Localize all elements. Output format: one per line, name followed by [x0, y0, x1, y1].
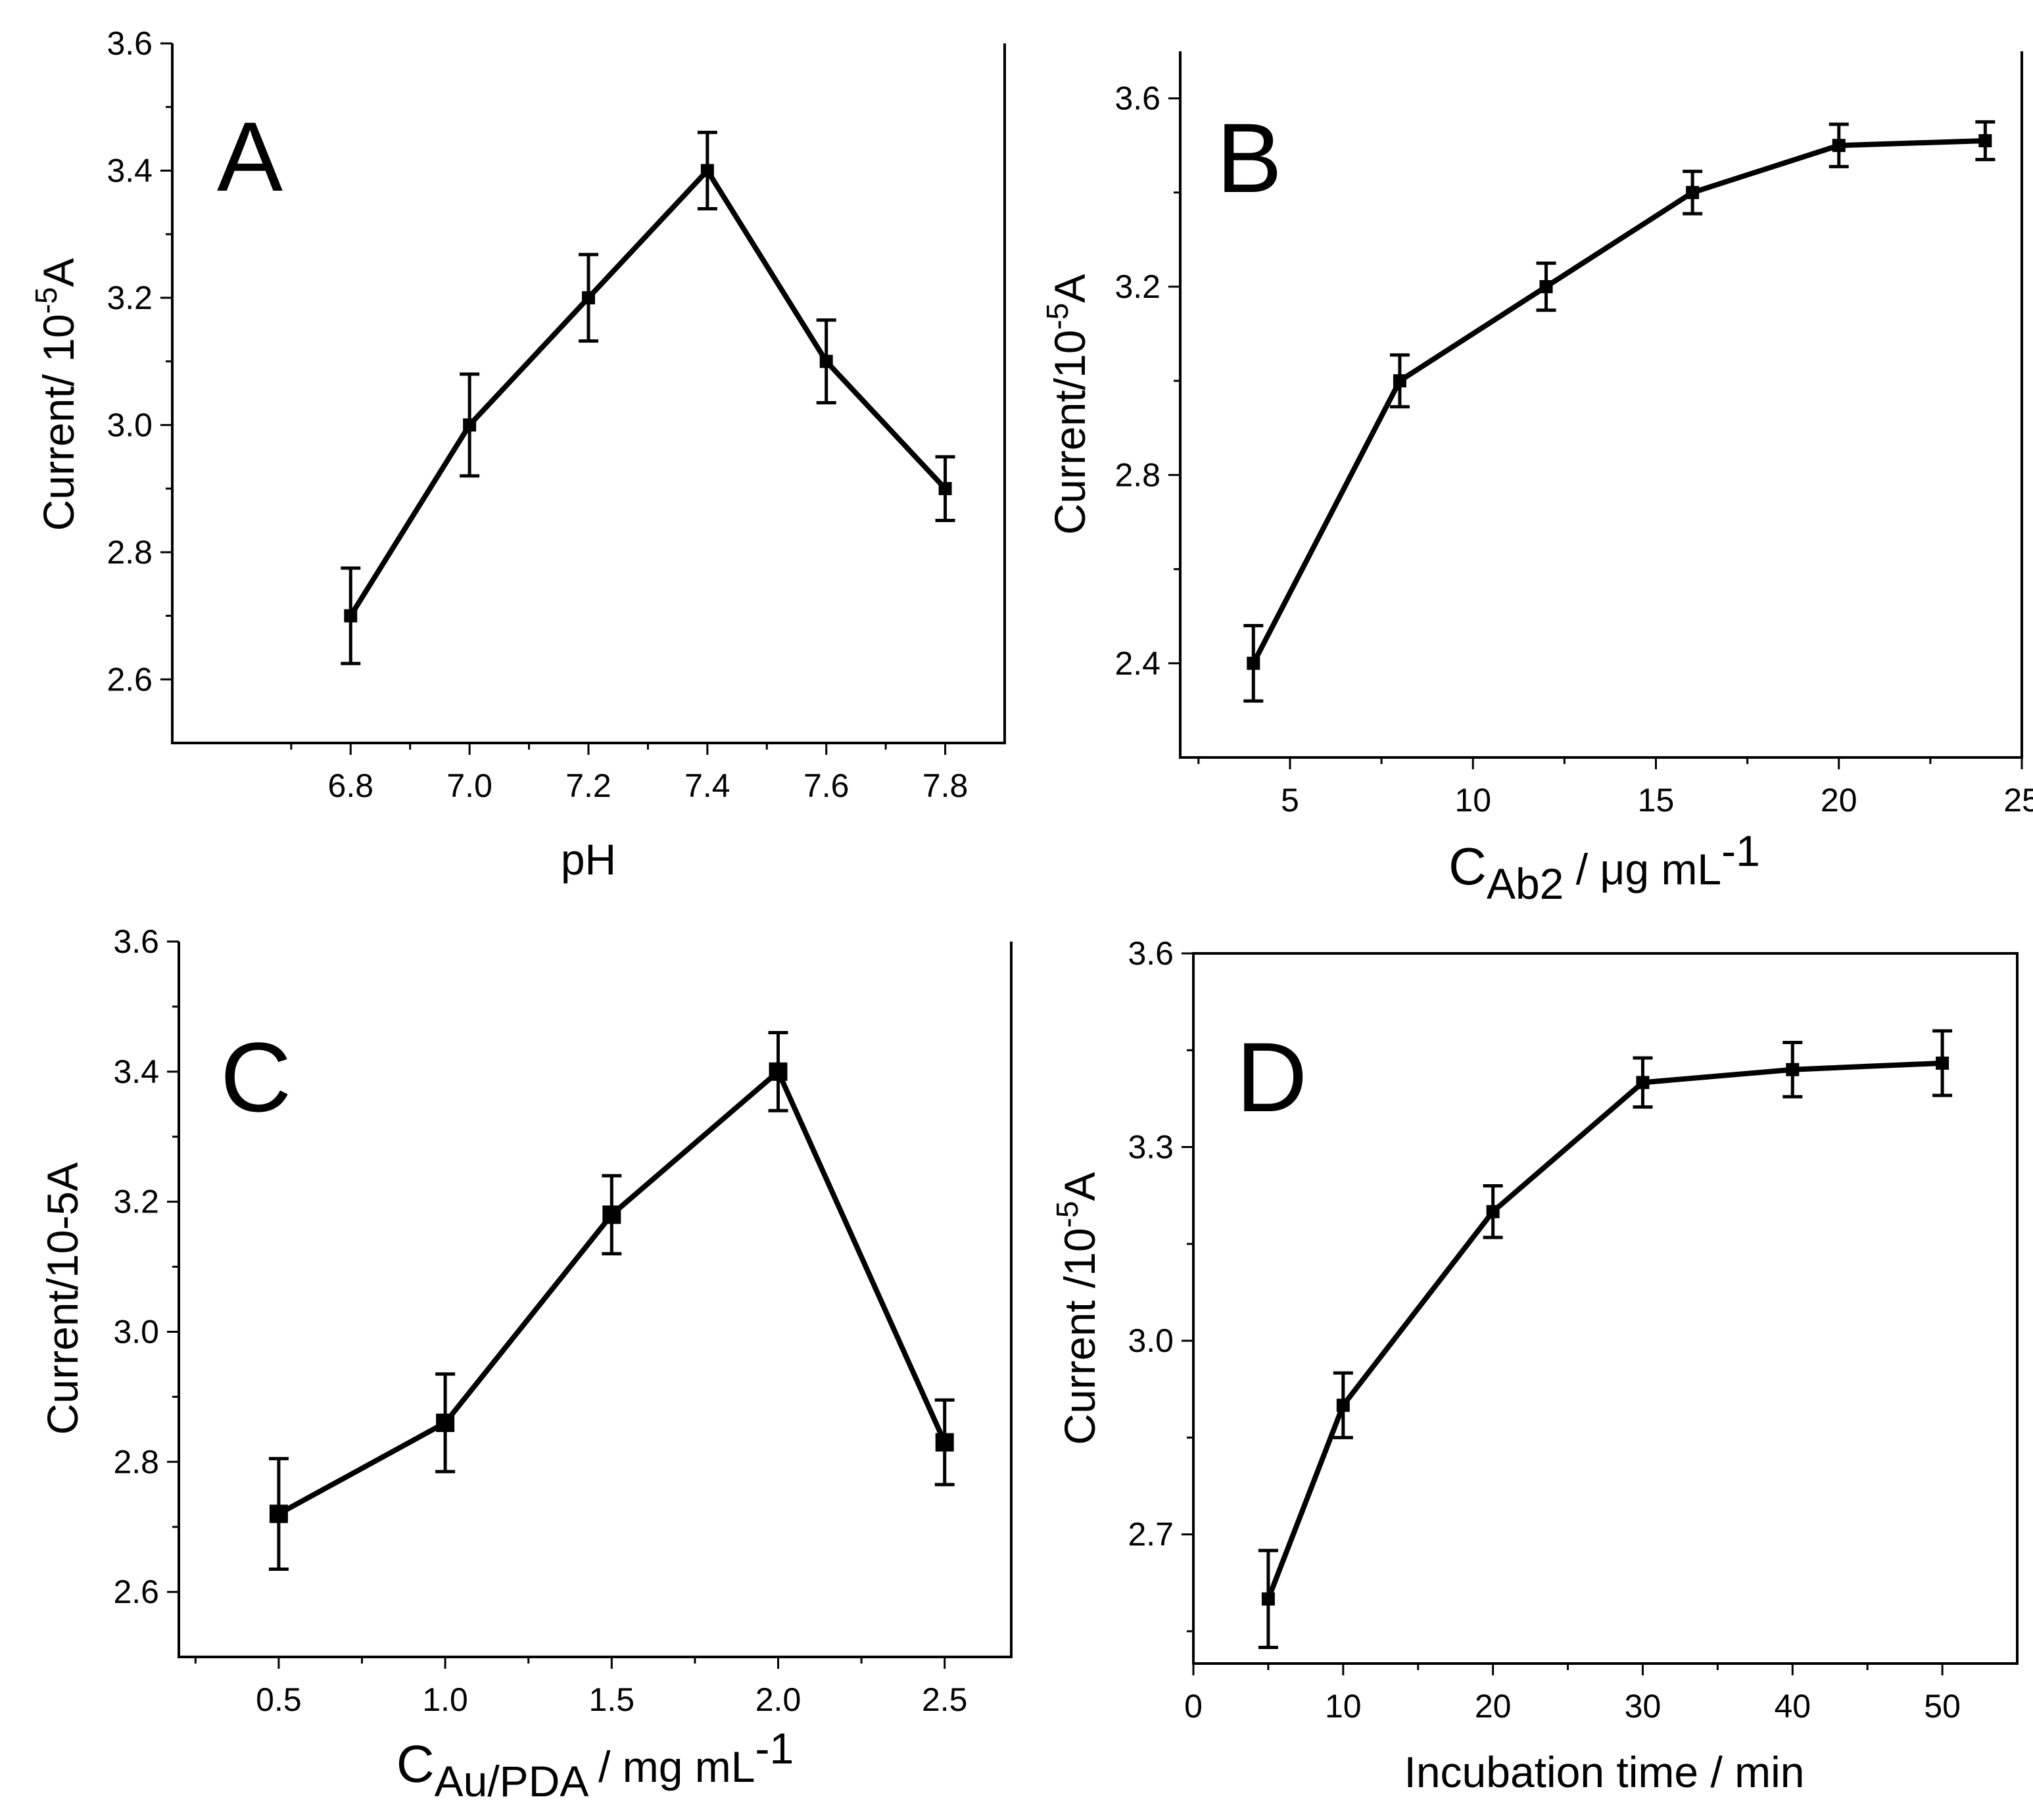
x-axis-title: pH — [561, 835, 616, 884]
x-tick-label: 0 — [1184, 1688, 1203, 1725]
x-tick-label: 7.6 — [803, 767, 849, 804]
panel-letter: B — [1216, 103, 1282, 213]
y-tick-label: 3.4 — [113, 1053, 159, 1090]
x-tick-label: 2.5 — [922, 1681, 968, 1718]
plot-frame — [1180, 51, 2022, 757]
x-tick-label: 25 — [2003, 782, 2033, 819]
data-point — [270, 1504, 288, 1523]
x-tick-label: 20 — [1475, 1688, 1512, 1725]
y-tick-label: 3.6 — [107, 25, 153, 62]
x-tick-label: 1.5 — [589, 1681, 635, 1718]
y-axis-title: Current/10-5A — [38, 1162, 87, 1435]
plot-frame — [1193, 953, 2017, 1664]
x-tick-label: 7.0 — [446, 767, 492, 804]
x-tick-label: 10 — [1325, 1688, 1362, 1725]
data-point — [1978, 134, 1992, 147]
data-point — [1686, 186, 1699, 199]
panel-letter: A — [217, 101, 283, 212]
x-tick-label: 10 — [1454, 782, 1491, 819]
x-tick-label: 15 — [1638, 782, 1675, 819]
x-axis-title: CAu/PDA / mg mL-1 — [396, 1724, 794, 1806]
y-tick-label: 2.8 — [107, 534, 153, 571]
data-point — [463, 418, 476, 431]
x-axis-title: Incubation time / min — [1404, 1748, 1805, 1796]
y-tick-label: 2.8 — [1114, 456, 1160, 493]
data-point — [344, 610, 357, 623]
series-line — [1253, 141, 1985, 663]
y-tick-label: 2.6 — [107, 661, 153, 698]
x-tick-label: 40 — [1774, 1688, 1811, 1725]
x-tick-label: 7.2 — [565, 767, 611, 804]
y-tick-label: 3.0 — [1128, 1322, 1174, 1359]
data-point — [1786, 1063, 1799, 1076]
y-tick-label: 3.3 — [1128, 1129, 1174, 1166]
series-line — [1268, 1063, 1942, 1599]
data-point — [436, 1414, 454, 1432]
chart-panel-b: 5 10 15 20 25 2.4 2.8 3.2 3.6 B CAb2 / μg mL-1 Curr… — [1040, 51, 2033, 908]
data-point — [1636, 1076, 1649, 1089]
data-point — [1936, 1057, 1949, 1070]
series-line — [279, 1072, 945, 1514]
data-point — [1832, 139, 1846, 152]
data-point — [939, 482, 952, 495]
data-point — [1247, 657, 1260, 670]
y-tick-label: 3.2 — [107, 279, 153, 316]
data-point — [1337, 1399, 1350, 1412]
y-tick-label: 3.2 — [1114, 268, 1160, 305]
data-point — [582, 291, 595, 304]
x-tick-label: 20 — [1821, 782, 1857, 819]
y-tick-label: 3.2 — [113, 1184, 159, 1220]
series-line — [350, 170, 945, 615]
plot-frame — [172, 43, 1005, 743]
chart-panel-d: 0 10 20 30 40 50 2.7 3.0 3.3 3.6 D Incubation time … — [1050, 935, 2017, 1796]
data-point — [602, 1205, 621, 1224]
y-tick-label: 2.6 — [113, 1573, 159, 1610]
y-tick-label: 3.0 — [107, 406, 153, 443]
x-tick-label: 1.0 — [422, 1681, 468, 1718]
chart-panel-c: 0.5 1.0 1.5 2.0 2.5 2.6 2.8 3.0 3.2 3.4 3.6 C CAu/PD… — [38, 923, 1011, 1806]
x-tick-label: 50 — [1924, 1688, 1961, 1725]
figure: 6.8 7.0 7.2 7.4 7.6 7.8 2.6 2.8 3.0 3.2 3.4 3.6 ApH C… — [0, 0, 2033, 1820]
y-tick-label: 2.4 — [1114, 645, 1160, 682]
data-point — [769, 1063, 788, 1081]
data-point — [936, 1433, 954, 1452]
y-tick-label: 3.6 — [113, 923, 159, 960]
x-axis-title: CAb2 / μg mL-1 — [1448, 826, 1760, 908]
y-tick-label: 2.7 — [1128, 1516, 1174, 1553]
panel-letter: D — [1236, 1022, 1307, 1132]
y-axis-title: Current /10-5A — [1050, 1172, 1104, 1445]
y-axis-title: Current/10-5A — [1040, 274, 1094, 535]
x-tick-label: 0.5 — [256, 1681, 302, 1718]
plot-frame — [179, 942, 1011, 1657]
x-tick-label: 7.8 — [922, 767, 969, 804]
data-point — [820, 355, 833, 368]
data-point — [1487, 1205, 1500, 1218]
panel-letter: C — [220, 1022, 291, 1132]
chart-panel-a: 6.8 7.0 7.2 7.4 7.6 7.8 2.6 2.8 3.0 3.2 3.4 3.6 ApH C… — [29, 25, 1005, 884]
data-point — [1262, 1592, 1275, 1606]
x-tick-label: 7.4 — [684, 767, 730, 804]
y-tick-label: 3.6 — [1128, 935, 1174, 972]
data-point — [701, 164, 714, 177]
data-point — [1393, 374, 1406, 387]
y-tick-label: 3.0 — [113, 1313, 159, 1350]
y-tick-label: 3.4 — [107, 152, 153, 189]
y-tick-label: 2.8 — [113, 1443, 159, 1480]
y-tick-label: 3.6 — [1114, 80, 1160, 117]
y-axis-title: Current/ 10-5A — [29, 258, 83, 531]
x-tick-label: 30 — [1625, 1688, 1662, 1725]
x-tick-label: 2.0 — [755, 1681, 801, 1718]
x-tick-label: 5 — [1281, 782, 1299, 819]
x-tick-label: 6.8 — [328, 767, 374, 804]
data-point — [1540, 280, 1553, 293]
